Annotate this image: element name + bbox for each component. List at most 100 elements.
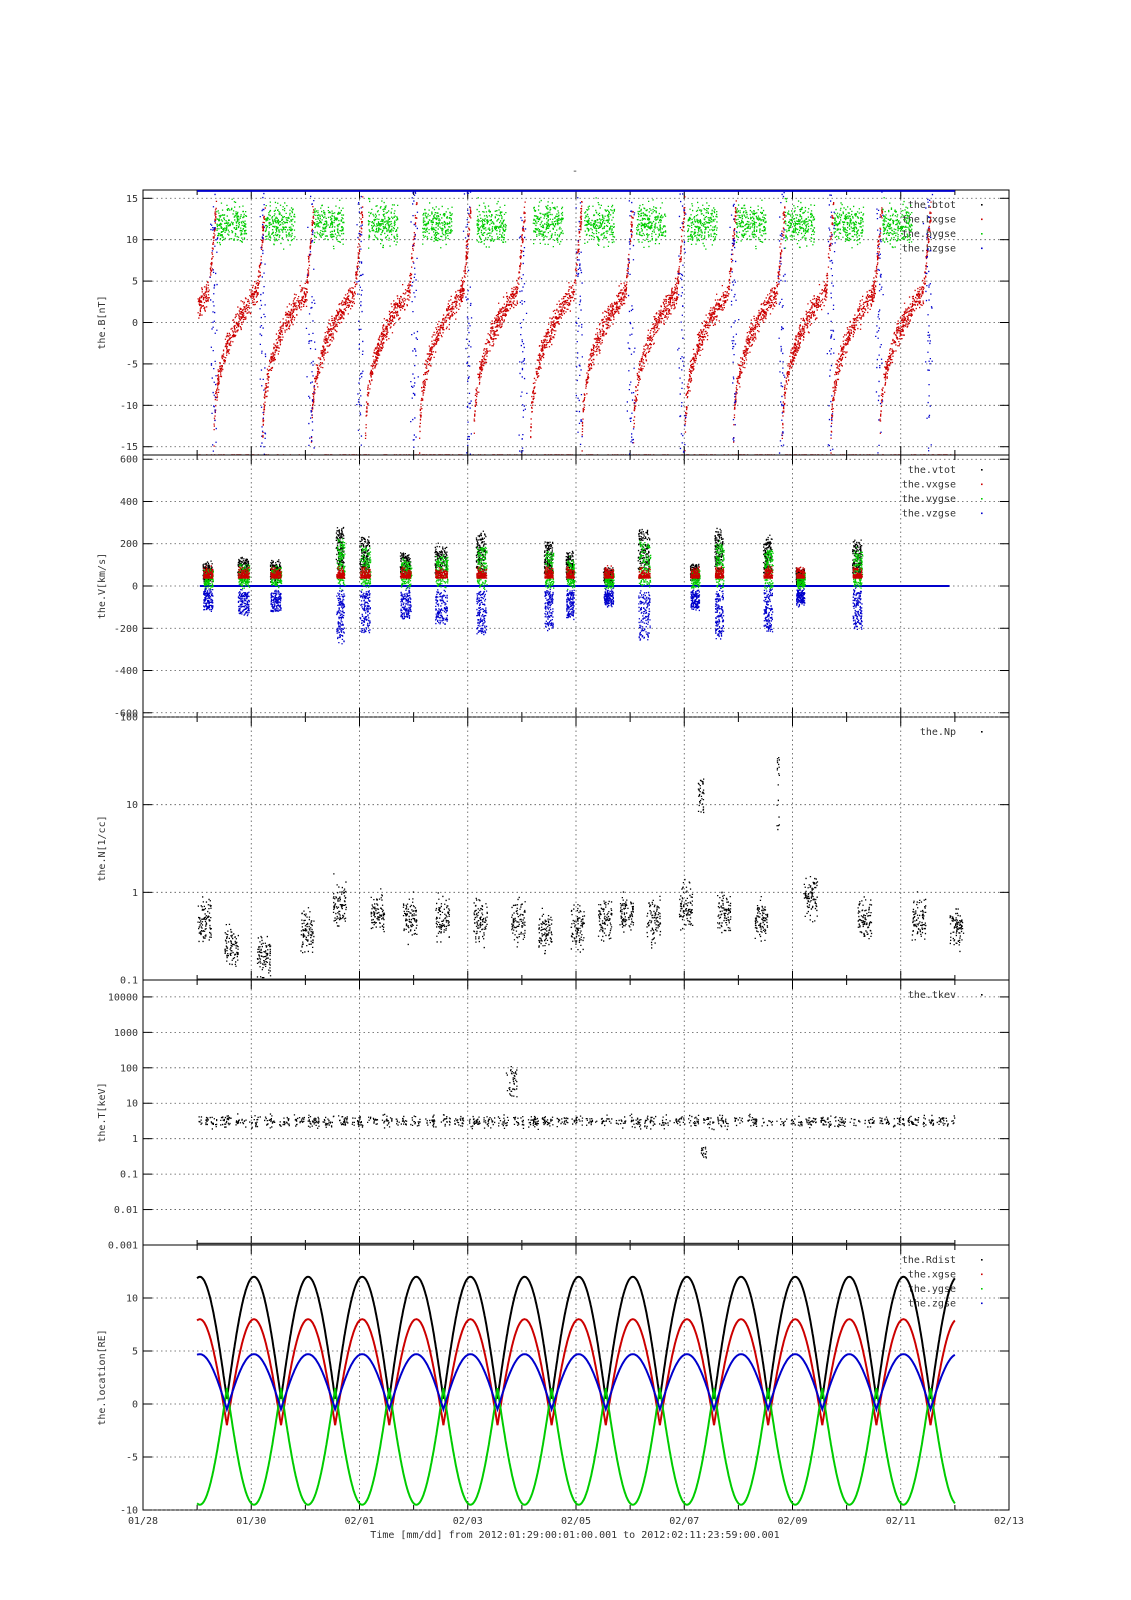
legend-marker — [981, 994, 983, 996]
panel-data — [197, 757, 965, 980]
y-tick-label: 1 — [132, 888, 138, 899]
y-tick-label: 15 — [126, 194, 138, 205]
y-tick-label: -200 — [114, 624, 138, 635]
y-tick-label: 10 — [126, 800, 138, 811]
legend-marker — [981, 469, 983, 471]
series-bxgse — [197, 196, 956, 455]
y-axis-label: the.location[RE] — [97, 1329, 108, 1425]
y-tick-label: 0.1 — [120, 1170, 138, 1181]
x-tick-label: 02/05 — [561, 1516, 591, 1527]
panel-1: 15 10 5 0 -5 -10 -15 the.B[nT] the.btot the.bxgse… — [97, 189, 1010, 456]
legend-marker — [981, 1273, 983, 1276]
series-np — [197, 757, 965, 979]
x-tick-label: 01/30 — [236, 1516, 266, 1527]
x-tick-label: 02/11 — [886, 1516, 916, 1527]
legend-label: the.vzgse — [902, 509, 956, 520]
panel-data — [199, 526, 950, 645]
legend-label: the.xgse — [908, 1270, 956, 1281]
y-axis-label: the.B[nT] — [97, 295, 108, 349]
series-vygse — [203, 538, 864, 591]
x-tick-label: 02/03 — [453, 1516, 483, 1527]
y-tick-label: -600 — [114, 708, 138, 719]
legend-label: the.vygse — [902, 494, 956, 505]
series-ygse — [196, 1387, 956, 1506]
legend-label: the.bygse — [902, 229, 956, 240]
legend-label: the.btot — [908, 200, 956, 211]
series-bzgse — [209, 190, 934, 455]
y-tick-label: 1000 — [114, 1028, 138, 1039]
x-tick-label: 02/07 — [669, 1516, 699, 1527]
y-tick-label: 1 — [132, 1134, 138, 1145]
series-vxgse — [203, 565, 863, 579]
y-tick-label: 0.1 — [120, 976, 138, 987]
y-tick-label: -10 — [120, 1506, 138, 1517]
y-axis-label: the.N[1/cc] — [97, 815, 108, 881]
y-tick-label: -10 — [120, 401, 138, 412]
legend-label: the.bzgse — [902, 244, 956, 255]
panel-2: 600 400 200 0 -200 -400 -600 the.V[km/s] the.vto… — [97, 454, 1010, 719]
y-tick-label: 200 — [120, 539, 138, 550]
legend-marker — [981, 233, 983, 235]
legend-marker — [981, 731, 983, 733]
y-tick-label: 0 — [132, 318, 138, 329]
x-axis: 01/28 01/30 02/01 02/03 02/05 02/07 02/09 02/11… — [128, 1516, 1024, 1527]
series-zgse — [196, 1353, 956, 1413]
y-tick-label: 10 — [126, 1099, 138, 1110]
x-axis-label: Time [mm/dd] from 2012:01:29:00:01:00.00… — [370, 1530, 779, 1541]
series-vtot — [202, 526, 863, 586]
legend-marker — [981, 1302, 983, 1305]
y-tick-label: -15 — [120, 442, 138, 453]
y-tick-label: -5 — [126, 359, 138, 370]
panel-3: 100 10 1 0.1 the.N[1/cc] the.Np — [97, 713, 1010, 987]
y-tick-label: 5 — [132, 277, 138, 288]
legend-label: the.vxgse — [902, 480, 956, 491]
legend-marker — [981, 204, 983, 206]
legend-label: the.bxgse — [902, 215, 956, 226]
series-tkev — [198, 1066, 956, 1159]
panels: 151050-5-10-15the.B[nT]the.btotthe.bxgse… — [97, 189, 1010, 1517]
y-axis-label: the.T[keV] — [97, 1082, 108, 1142]
legend-label: the.vtot — [908, 465, 956, 476]
legend-label: the.Rdist — [902, 1255, 956, 1266]
x-tick-label: 01/28 — [128, 1516, 158, 1527]
y-tick-label: 0.001 — [108, 1241, 138, 1252]
x-tick-label: 02/01 — [344, 1516, 374, 1527]
legend-marker — [981, 218, 983, 221]
y-tick-label: 0 — [132, 582, 138, 593]
y-axis-label: the.V[km/s] — [97, 553, 108, 619]
y-tick-label: 0 — [132, 1400, 138, 1411]
legend-marker — [981, 498, 983, 500]
legend-marker — [981, 483, 983, 486]
y-tick-label: -400 — [114, 666, 138, 677]
legend-label: the.ygse — [908, 1284, 956, 1295]
y-tick-label: 0.01 — [114, 1205, 138, 1216]
y-tick-label: 600 — [120, 455, 138, 466]
legend-marker — [981, 512, 983, 515]
y-tick-label: 400 — [120, 497, 138, 508]
legend-marker — [981, 1288, 983, 1290]
panel-data — [197, 1066, 956, 1245]
series-vzgse — [203, 587, 863, 645]
series-rdist — [196, 1275, 956, 1399]
panel-4: 10000 1000 100 10 1 0.1 0.01 0.001 the.T[keV] the… — [97, 979, 1010, 1252]
panel-data — [196, 1275, 956, 1506]
legend-marker — [981, 1259, 983, 1261]
legend-label: the.zgse — [908, 1299, 956, 1310]
panel-data — [197, 190, 956, 455]
panel-5: 10 5 0 -5 -10 the.location[RE] the.Rdist the.xg… — [97, 1244, 1010, 1517]
y-tick-label: 100 — [120, 713, 138, 724]
x-tick-label: 02/09 — [777, 1516, 807, 1527]
figure-title: - — [572, 166, 578, 177]
legend-marker — [981, 247, 983, 250]
y-tick-label: -5 — [126, 1453, 138, 1464]
legend-label: the.Np — [920, 727, 956, 738]
y-tick-label: 5 — [132, 1347, 138, 1358]
y-tick-label: 10 — [126, 1294, 138, 1305]
y-tick-label: 100 — [120, 1063, 138, 1074]
y-tick-label: 10 — [126, 235, 138, 246]
series-bygse — [216, 197, 913, 250]
legend-label: the.tkev — [908, 990, 956, 1001]
y-tick-label: 10000 — [108, 992, 138, 1003]
x-tick-label: 02/13 — [994, 1516, 1024, 1527]
